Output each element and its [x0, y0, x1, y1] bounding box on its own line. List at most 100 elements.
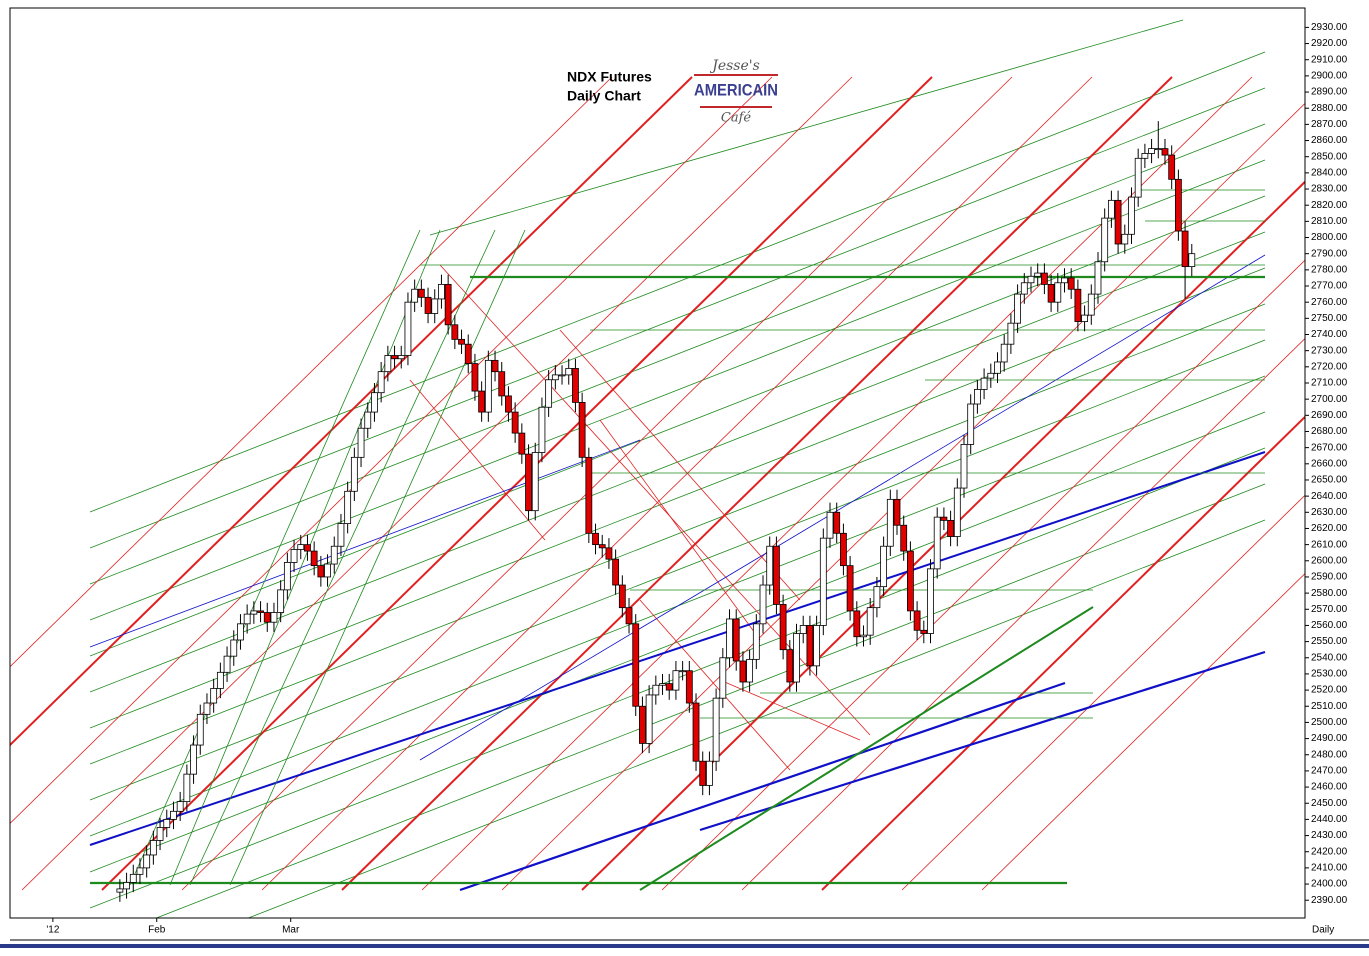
y-tick-label: 2570.00: [1311, 604, 1348, 615]
trendline: [229, 229, 526, 886]
candle-body: [1114, 199, 1122, 245]
candle-body: [491, 359, 499, 373]
candle-body: [699, 760, 707, 786]
trendline: [89, 87, 1266, 549]
y-tick-label: 2800.00: [1311, 232, 1348, 243]
candle-body: [424, 296, 432, 314]
candle-body: [853, 610, 861, 638]
trendline: [189, 229, 496, 886]
candle-body: [712, 697, 720, 762]
candle-body: [645, 694, 653, 744]
trendline: [89, 51, 1266, 513]
y-tick-label: 2460.00: [1311, 782, 1348, 793]
candle-body: [1014, 293, 1021, 324]
y-tick-label: 2510.00: [1311, 701, 1348, 712]
y-tick-label: 2810.00: [1311, 216, 1348, 227]
trendline: [409, 379, 546, 541]
candle-body: [478, 390, 486, 413]
candle-body: [237, 623, 244, 641]
candle-body: [706, 760, 713, 786]
candle-body: [578, 401, 586, 458]
candle-body: [350, 456, 358, 492]
candle-body: [987, 372, 995, 379]
trendline: [661, 259, 1305, 891]
trendline: [821, 415, 1305, 891]
candle-body: [639, 705, 646, 744]
candle-body: [618, 584, 626, 609]
y-tick-label: 2400.00: [1311, 879, 1348, 890]
trendline: [247, 519, 1266, 918]
trendline: [639, 606, 1094, 891]
candle-body: [357, 427, 365, 458]
candle-body: [170, 810, 177, 820]
candle-body: [1081, 314, 1088, 322]
candle-body: [377, 371, 385, 394]
trendline: [699, 650, 1266, 832]
candle-body: [531, 452, 539, 512]
trendline: [101, 76, 933, 891]
candle-body: [679, 670, 687, 673]
candle-body: [1007, 322, 1015, 345]
trendline: [89, 339, 1266, 801]
y-tick-label: 2600.00: [1311, 555, 1348, 566]
candle-body: [364, 411, 372, 429]
trendline: [419, 254, 1266, 761]
y-tick-label: 2440.00: [1311, 814, 1348, 825]
candle-body: [953, 487, 961, 537]
y-tick-label: 2610.00: [1311, 539, 1348, 550]
trendline: [459, 681, 1066, 892]
y-tick-label: 2590.00: [1311, 572, 1348, 583]
candle-body: [190, 744, 197, 775]
candle-body: [297, 544, 305, 550]
candle-body: [933, 516, 941, 570]
y-tick-label: 2490.00: [1311, 733, 1348, 744]
candle-body: [980, 377, 988, 390]
y-tick-label: 2880.00: [1311, 103, 1348, 114]
trendline: [181, 76, 1013, 891]
candle-body: [1148, 148, 1155, 154]
candle-body: [203, 702, 211, 715]
candle-body: [317, 565, 325, 578]
candle-body: [1054, 282, 1062, 303]
y-tick-label: 2580.00: [1311, 588, 1348, 599]
candle-body: [1181, 230, 1189, 268]
candle-body: [438, 283, 445, 300]
trendline: [89, 159, 1266, 621]
candle-body: [625, 607, 633, 625]
candle-body: [183, 773, 191, 803]
candle-body: [1000, 343, 1008, 363]
candle-body: [431, 298, 439, 314]
candle-body: [484, 359, 492, 413]
y-tick-label: 2530.00: [1311, 669, 1348, 680]
candle-body: [176, 801, 184, 812]
candle-body: [913, 610, 921, 631]
logo: Jesse's AMERICAIN Café: [694, 58, 778, 126]
candle-body: [752, 623, 760, 660]
candle-body: [880, 545, 888, 588]
y-tick-label: 2850.00: [1311, 151, 1348, 162]
x-tick-label: Mar: [282, 925, 300, 936]
candle-body: [732, 618, 740, 662]
candle-body: [525, 453, 532, 512]
candle-body: [283, 562, 291, 591]
y-tick-label: 2730.00: [1311, 345, 1348, 356]
candles: [116, 121, 1196, 902]
candle-body: [565, 368, 573, 376]
trendline: [129, 229, 421, 886]
y-tick-label: 2760.00: [1311, 297, 1348, 308]
candle-body: [290, 549, 298, 563]
y-tick-label: 2390.00: [1311, 895, 1348, 906]
candle-body: [116, 888, 124, 893]
candle-body: [304, 544, 311, 552]
y-tick-label: 2720.00: [1311, 361, 1348, 372]
y-tick-label: 2650.00: [1311, 475, 1348, 486]
candle-body: [886, 498, 894, 547]
y-tick-label: 2790.00: [1311, 248, 1348, 259]
candle-body: [538, 406, 546, 453]
candle-body: [1047, 283, 1055, 303]
y-tick-label: 2840.00: [1311, 168, 1348, 179]
trendline: [581, 180, 1305, 891]
candle-body: [592, 532, 599, 546]
y-tick-label: 2870.00: [1311, 119, 1348, 130]
